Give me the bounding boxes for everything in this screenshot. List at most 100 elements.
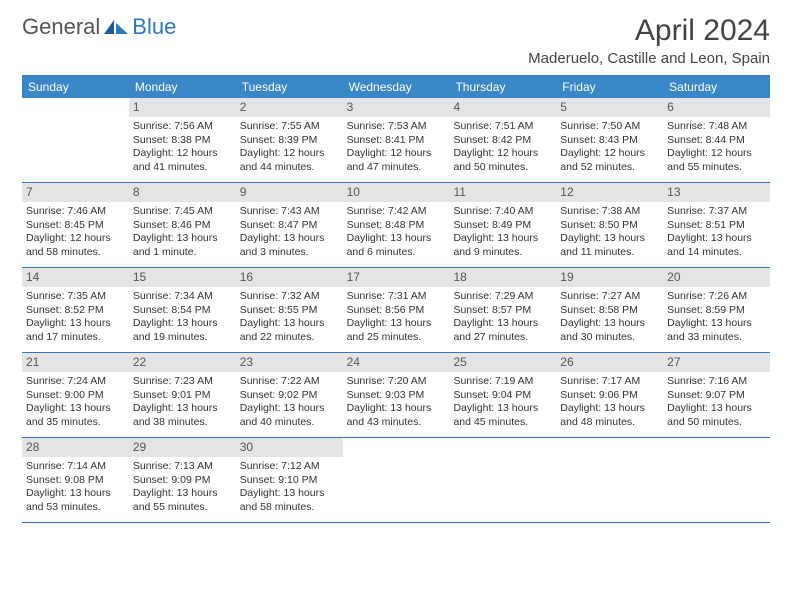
daylight-text: Daylight: 12 hours: [347, 147, 446, 160]
sunset-text: Sunset: 8:46 PM: [133, 219, 232, 232]
sunset-text: Sunset: 9:04 PM: [453, 389, 552, 402]
day-number: 29: [129, 438, 236, 457]
logo-word2: Blue: [132, 14, 176, 40]
day-number: 7: [22, 183, 129, 202]
day-number: 1: [129, 98, 236, 117]
week-row: 28Sunrise: 7:14 AMSunset: 9:08 PMDayligh…: [22, 438, 770, 523]
day-number: 12: [556, 183, 663, 202]
day-header: Thursday: [449, 76, 556, 98]
daylight-text: Daylight: 13 hours: [133, 487, 232, 500]
sunrise-text: Sunrise: 7:42 AM: [347, 205, 446, 218]
daylight-text: and 55 minutes.: [133, 501, 232, 514]
day-header: Monday: [129, 76, 236, 98]
daylight-text: Daylight: 12 hours: [240, 147, 339, 160]
daylight-text: Daylight: 13 hours: [26, 487, 125, 500]
daylight-text: and 43 minutes.: [347, 416, 446, 429]
daylight-text: and 52 minutes.: [560, 161, 659, 174]
day-cell: 25Sunrise: 7:19 AMSunset: 9:04 PMDayligh…: [449, 353, 556, 437]
sunset-text: Sunset: 8:51 PM: [667, 219, 766, 232]
day-number: 15: [129, 268, 236, 287]
sunrise-text: Sunrise: 7:16 AM: [667, 375, 766, 388]
day-cell: 28Sunrise: 7:14 AMSunset: 9:08 PMDayligh…: [22, 438, 129, 522]
sunrise-text: Sunrise: 7:56 AM: [133, 120, 232, 133]
daylight-text: and 30 minutes.: [560, 331, 659, 344]
month-title: April 2024: [528, 14, 770, 48]
day-number: 18: [449, 268, 556, 287]
day-cell: 9Sunrise: 7:43 AMSunset: 8:47 PMDaylight…: [236, 183, 343, 267]
sunrise-text: Sunrise: 7:29 AM: [453, 290, 552, 303]
week-row: 21Sunrise: 7:24 AMSunset: 9:00 PMDayligh…: [22, 353, 770, 438]
day-cell: 24Sunrise: 7:20 AMSunset: 9:03 PMDayligh…: [343, 353, 450, 437]
day-cell: 17Sunrise: 7:31 AMSunset: 8:56 PMDayligh…: [343, 268, 450, 352]
day-header-row: SundayMondayTuesdayWednesdayThursdayFrid…: [22, 76, 770, 98]
day-cell: 3Sunrise: 7:53 AMSunset: 8:41 PMDaylight…: [343, 98, 450, 182]
daylight-text: and 41 minutes.: [133, 161, 232, 174]
daylight-text: and 58 minutes.: [26, 246, 125, 259]
daylight-text: Daylight: 13 hours: [667, 317, 766, 330]
day-cell: 4Sunrise: 7:51 AMSunset: 8:42 PMDaylight…: [449, 98, 556, 182]
day-cell: 16Sunrise: 7:32 AMSunset: 8:55 PMDayligh…: [236, 268, 343, 352]
sunset-text: Sunset: 9:01 PM: [133, 389, 232, 402]
day-cell: 5Sunrise: 7:50 AMSunset: 8:43 PMDaylight…: [556, 98, 663, 182]
daylight-text: and 3 minutes.: [240, 246, 339, 259]
sunset-text: Sunset: 8:52 PM: [26, 304, 125, 317]
daylight-text: and 50 minutes.: [453, 161, 552, 174]
sunset-text: Sunset: 8:48 PM: [347, 219, 446, 232]
daylight-text: Daylight: 13 hours: [26, 402, 125, 415]
daylight-text: Daylight: 13 hours: [453, 402, 552, 415]
daylight-text: and 53 minutes.: [26, 501, 125, 514]
location: Maderuelo, Castille and Leon, Spain: [528, 50, 770, 67]
sunrise-text: Sunrise: 7:27 AM: [560, 290, 659, 303]
day-header: Friday: [556, 76, 663, 98]
empty-cell: .: [22, 98, 129, 182]
sunrise-text: Sunrise: 7:17 AM: [560, 375, 659, 388]
empty-cell: .: [663, 438, 770, 522]
day-cell: 21Sunrise: 7:24 AMSunset: 9:00 PMDayligh…: [22, 353, 129, 437]
daylight-text: Daylight: 13 hours: [133, 402, 232, 415]
sunrise-text: Sunrise: 7:45 AM: [133, 205, 232, 218]
daylight-text: Daylight: 13 hours: [347, 402, 446, 415]
empty-cell: .: [556, 438, 663, 522]
sunset-text: Sunset: 8:50 PM: [560, 219, 659, 232]
day-cell: 12Sunrise: 7:38 AMSunset: 8:50 PMDayligh…: [556, 183, 663, 267]
sunrise-text: Sunrise: 7:50 AM: [560, 120, 659, 133]
week-row: 14Sunrise: 7:35 AMSunset: 8:52 PMDayligh…: [22, 268, 770, 353]
day-number: 22: [129, 353, 236, 372]
sunset-text: Sunset: 8:59 PM: [667, 304, 766, 317]
calendar: SundayMondayTuesdayWednesdayThursdayFrid…: [22, 75, 770, 523]
day-cell: 30Sunrise: 7:12 AMSunset: 9:10 PMDayligh…: [236, 438, 343, 522]
day-number: 21: [22, 353, 129, 372]
daylight-text: and 33 minutes.: [667, 331, 766, 344]
day-number: 17: [343, 268, 450, 287]
sunrise-text: Sunrise: 7:26 AM: [667, 290, 766, 303]
week-row: 7Sunrise: 7:46 AMSunset: 8:45 PMDaylight…: [22, 183, 770, 268]
day-header: Saturday: [663, 76, 770, 98]
daylight-text: and 55 minutes.: [667, 161, 766, 174]
sunrise-text: Sunrise: 7:13 AM: [133, 460, 232, 473]
daylight-text: Daylight: 13 hours: [347, 232, 446, 245]
sunset-text: Sunset: 9:07 PM: [667, 389, 766, 402]
daylight-text: and 19 minutes.: [133, 331, 232, 344]
sunrise-text: Sunrise: 7:24 AM: [26, 375, 125, 388]
daylight-text: Daylight: 13 hours: [240, 402, 339, 415]
day-cell: 20Sunrise: 7:26 AMSunset: 8:59 PMDayligh…: [663, 268, 770, 352]
day-number: 11: [449, 183, 556, 202]
sunrise-text: Sunrise: 7:40 AM: [453, 205, 552, 218]
sunrise-text: Sunrise: 7:48 AM: [667, 120, 766, 133]
day-number: 28: [22, 438, 129, 457]
day-cell: 27Sunrise: 7:16 AMSunset: 9:07 PMDayligh…: [663, 353, 770, 437]
day-cell: 6Sunrise: 7:48 AMSunset: 8:44 PMDaylight…: [663, 98, 770, 182]
sunrise-text: Sunrise: 7:20 AM: [347, 375, 446, 388]
day-cell: 19Sunrise: 7:27 AMSunset: 8:58 PMDayligh…: [556, 268, 663, 352]
logo: General Blue: [22, 14, 176, 40]
sunrise-text: Sunrise: 7:19 AM: [453, 375, 552, 388]
sunrise-text: Sunrise: 7:43 AM: [240, 205, 339, 218]
day-number: 4: [449, 98, 556, 117]
week-row: .1Sunrise: 7:56 AMSunset: 8:38 PMDayligh…: [22, 98, 770, 183]
sunset-text: Sunset: 8:56 PM: [347, 304, 446, 317]
sunrise-text: Sunrise: 7:51 AM: [453, 120, 552, 133]
daylight-text: Daylight: 12 hours: [667, 147, 766, 160]
day-header: Sunday: [22, 76, 129, 98]
day-number: 10: [343, 183, 450, 202]
daylight-text: and 45 minutes.: [453, 416, 552, 429]
